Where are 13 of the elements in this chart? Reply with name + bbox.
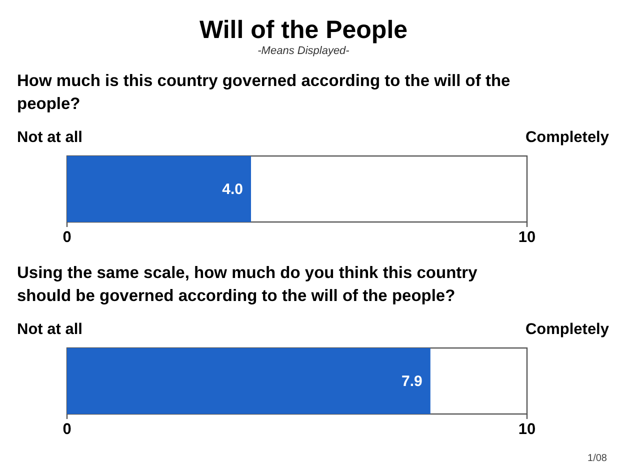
data-label: 7.9 bbox=[402, 373, 422, 390]
text: 1/08 bbox=[588, 453, 608, 464]
text: Will of the People bbox=[199, 16, 408, 44]
annotation: Not at all bbox=[17, 129, 82, 146]
text: -Means Displayed- bbox=[258, 45, 350, 57]
y-tick-label: How much is this country governed according to the will of the people? bbox=[17, 72, 510, 113]
x2-tick-label: 0 bbox=[62, 229, 72, 246]
y-tick-label: Using the same scale, how much do you think this country should be governed according to the will of the people? bbox=[17, 264, 478, 305]
text: Not at all bbox=[17, 321, 82, 338]
annotation: Completely bbox=[525, 129, 610, 146]
text: Completely bbox=[525, 321, 609, 338]
data-label: 4.0 bbox=[222, 181, 243, 198]
x2-tick-label: 10 bbox=[518, 229, 536, 246]
